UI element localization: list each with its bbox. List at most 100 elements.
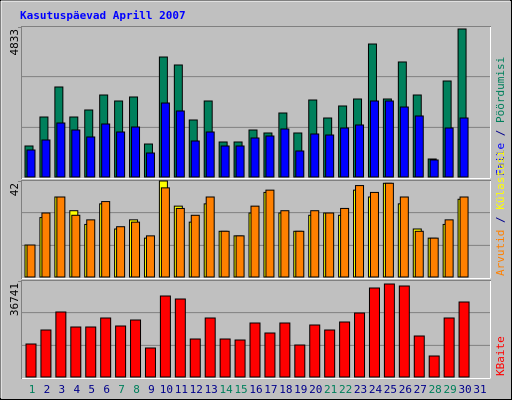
bar <box>383 283 395 378</box>
bar <box>340 127 350 178</box>
bar <box>235 235 245 278</box>
bar <box>56 122 66 178</box>
bar <box>295 230 305 278</box>
x-tick-label: 25 <box>384 383 397 396</box>
x-tick-label: 27 <box>414 383 427 396</box>
legend: Faile / Pöördumisi <box>494 57 507 176</box>
legend: KBaite <box>494 336 507 376</box>
bar <box>354 312 366 378</box>
x-tick-label: 18 <box>279 383 292 396</box>
bar <box>429 159 439 178</box>
bar <box>443 317 455 378</box>
bar <box>444 219 454 278</box>
bar <box>428 355 440 378</box>
bar <box>280 210 290 278</box>
legend-entry: Arvutid <box>494 230 507 276</box>
bar <box>115 325 127 378</box>
bar <box>355 124 365 178</box>
bar <box>55 311 67 378</box>
x-tick-label: 8 <box>133 383 140 396</box>
bar <box>459 117 469 178</box>
bar <box>85 326 97 378</box>
bar <box>459 196 469 278</box>
legend: Arvutid / Külastusi <box>494 150 507 276</box>
bar <box>26 149 36 178</box>
legend-entry: Külastusi <box>494 150 507 210</box>
bar <box>234 339 246 378</box>
bar <box>86 219 96 278</box>
bar <box>399 196 409 278</box>
bar <box>205 196 215 278</box>
bar <box>429 237 439 278</box>
bar <box>26 244 36 278</box>
bar <box>86 136 96 178</box>
bar <box>325 212 335 278</box>
x-tick-label: 30 <box>458 383 471 396</box>
bar <box>279 322 291 378</box>
bar <box>368 287 380 378</box>
x-tick-label: 14 <box>220 383 234 396</box>
bar <box>101 123 111 178</box>
bar <box>204 317 216 378</box>
bar <box>265 189 275 278</box>
bar <box>414 230 424 278</box>
bar <box>70 326 82 378</box>
bar <box>413 335 425 378</box>
bar <box>116 131 126 178</box>
bar <box>174 298 186 378</box>
y-tick-label: 36741 <box>8 283 21 316</box>
bar <box>324 329 336 378</box>
x-tick-label: 11 <box>175 383 188 396</box>
chart-title: Kasutuspäevad Aprill 2007 <box>20 9 186 22</box>
bar <box>101 201 111 278</box>
y-tick-label: 4833 <box>8 29 21 56</box>
bar <box>310 133 320 178</box>
bar <box>265 135 275 178</box>
bar <box>175 110 185 178</box>
bar <box>264 332 276 378</box>
x-tick-label: 28 <box>429 383 442 396</box>
bar <box>295 150 305 178</box>
x-tick-label: 9 <box>148 383 155 396</box>
bar <box>294 344 306 378</box>
x-tick-label: 16 <box>249 383 262 396</box>
x-tick-label: 13 <box>205 383 218 396</box>
x-tick-label: 3 <box>59 383 66 396</box>
bar <box>309 324 321 378</box>
bar <box>41 139 51 178</box>
bar <box>145 152 155 178</box>
bar <box>160 187 170 278</box>
bar <box>40 329 52 378</box>
bar <box>130 319 142 378</box>
bar <box>249 322 261 378</box>
bar <box>369 100 379 178</box>
bar <box>71 129 81 178</box>
bar <box>369 191 379 278</box>
x-tick-label: 7 <box>118 383 125 396</box>
bar <box>399 106 409 178</box>
bar <box>205 131 215 178</box>
x-tick-label: 6 <box>103 383 110 396</box>
bar <box>116 226 126 278</box>
bar <box>339 321 351 378</box>
legend-entry: KBaite <box>494 336 507 376</box>
bar <box>131 221 141 278</box>
bar <box>175 207 185 278</box>
x-tick-label: 29 <box>444 383 457 396</box>
legend-entry: Faile <box>494 143 507 176</box>
x-tick-label: 31 <box>473 383 486 396</box>
bar <box>56 196 66 278</box>
bar <box>131 126 141 178</box>
x-tick-label: 2 <box>44 383 51 396</box>
bar <box>220 230 230 278</box>
x-tick-label: 22 <box>339 383 352 396</box>
x-tick-label: 21 <box>324 383 337 396</box>
x-tick-label: 1 <box>29 383 36 396</box>
bar <box>235 145 245 178</box>
bar <box>414 115 424 178</box>
bar <box>160 102 170 178</box>
bar <box>159 295 171 378</box>
bar <box>145 235 155 278</box>
y-tick-label: 42 <box>8 183 21 196</box>
